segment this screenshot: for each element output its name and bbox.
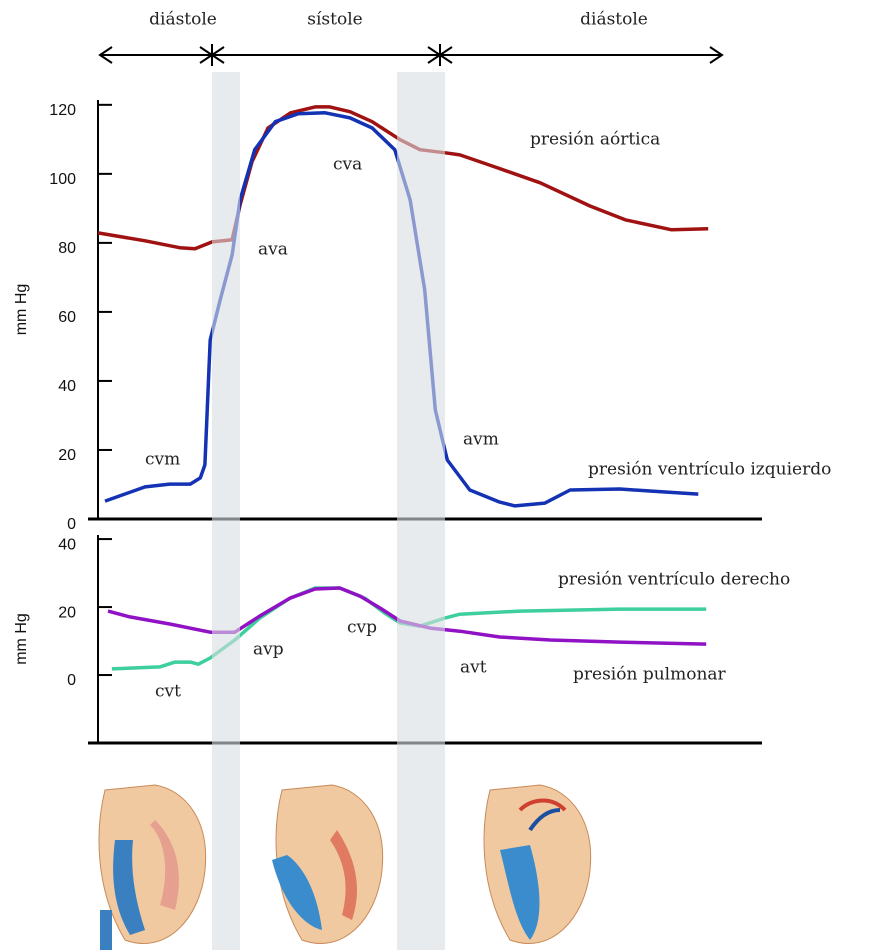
y-tick-label: 60 <box>58 309 76 326</box>
y-axis-label: mm Hg <box>13 284 30 336</box>
series-label: presión pulmonar <box>573 665 727 685</box>
y-tick-label: 40 <box>58 378 76 395</box>
y-tick-label: 120 <box>49 102 76 119</box>
heart-illustrations <box>99 785 591 950</box>
y-tick-label: 80 <box>58 240 76 257</box>
y-tick-label: 20 <box>58 604 76 621</box>
annotation: cvp <box>347 618 377 638</box>
series-label: presión ventrículo derecho <box>558 570 790 590</box>
y-tick-label: 20 <box>58 447 76 464</box>
phase-arrows <box>100 44 722 66</box>
y-tick-label: 100 <box>49 171 76 188</box>
y-tick-label: 0 <box>67 516 76 533</box>
series-label: presión ventrículo izquierdo <box>588 460 831 480</box>
phase-label: diástole <box>580 10 648 30</box>
y-tick-label: 40 <box>58 536 76 553</box>
chart: diástole sístole diástole 0 20 40 60 80 100 12… <box>0 0 872 950</box>
y-tick-label: 0 <box>67 672 76 689</box>
annotation: avp <box>253 640 284 660</box>
valve-band <box>397 72 445 950</box>
annotation: avm <box>463 430 499 450</box>
series-label: presión aórtica <box>530 130 660 150</box>
annotation: avt <box>460 658 487 678</box>
annotation: ava <box>258 240 288 260</box>
annotation: cvm <box>145 450 180 470</box>
valve-band <box>212 72 240 950</box>
phase-label: diástole <box>149 10 217 30</box>
y-axis-label: mm Hg <box>13 613 30 665</box>
annotation: cvt <box>155 682 181 702</box>
annotation: cva <box>333 155 362 175</box>
phase-label: sístole <box>307 10 362 30</box>
